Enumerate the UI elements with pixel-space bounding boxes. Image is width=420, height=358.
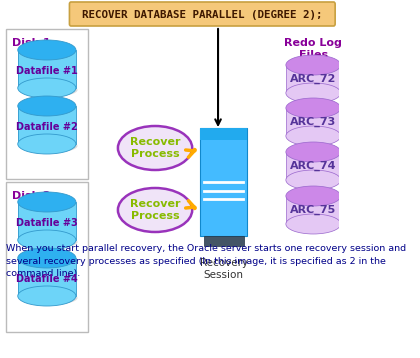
- Polygon shape: [18, 106, 76, 144]
- FancyBboxPatch shape: [200, 128, 247, 236]
- Polygon shape: [18, 202, 76, 240]
- Ellipse shape: [18, 248, 76, 268]
- Text: Recovery
Session: Recovery Session: [200, 258, 248, 280]
- Text: ARC_74: ARC_74: [290, 161, 336, 171]
- Text: ARC_75: ARC_75: [290, 205, 336, 215]
- Polygon shape: [286, 196, 341, 224]
- FancyBboxPatch shape: [200, 128, 247, 140]
- Ellipse shape: [18, 40, 76, 60]
- Ellipse shape: [286, 214, 341, 234]
- Polygon shape: [18, 202, 76, 240]
- Text: Datafile #1: Datafile #1: [16, 66, 78, 76]
- Polygon shape: [18, 106, 76, 144]
- Ellipse shape: [286, 98, 341, 118]
- Polygon shape: [61, 50, 76, 88]
- FancyBboxPatch shape: [69, 2, 335, 26]
- Polygon shape: [18, 50, 76, 88]
- Ellipse shape: [18, 96, 76, 116]
- Text: Datafile #3: Datafile #3: [16, 218, 78, 228]
- Ellipse shape: [286, 170, 341, 190]
- Polygon shape: [61, 106, 76, 144]
- Text: Datafile #4: Datafile #4: [16, 274, 78, 284]
- Ellipse shape: [19, 139, 78, 153]
- Ellipse shape: [118, 188, 192, 232]
- Ellipse shape: [19, 291, 78, 305]
- Ellipse shape: [286, 186, 341, 206]
- Text: Redo Log
Files: Redo Log Files: [284, 38, 342, 59]
- Ellipse shape: [286, 55, 341, 75]
- Ellipse shape: [18, 134, 76, 154]
- Ellipse shape: [19, 83, 78, 97]
- Text: Datafile #2: Datafile #2: [16, 122, 78, 132]
- Ellipse shape: [19, 235, 78, 249]
- Text: ARC_73: ARC_73: [290, 117, 336, 127]
- Ellipse shape: [286, 126, 341, 146]
- FancyBboxPatch shape: [204, 236, 244, 246]
- Polygon shape: [18, 258, 76, 296]
- Polygon shape: [61, 202, 76, 240]
- Polygon shape: [61, 258, 76, 296]
- Polygon shape: [18, 258, 76, 296]
- Text: Disk 1: Disk 1: [12, 38, 51, 48]
- Text: Recover
Process: Recover Process: [130, 199, 180, 221]
- Ellipse shape: [18, 230, 76, 250]
- Ellipse shape: [18, 192, 76, 212]
- Text: Disk 2: Disk 2: [12, 191, 51, 201]
- Ellipse shape: [286, 83, 341, 103]
- Ellipse shape: [286, 142, 341, 162]
- Polygon shape: [286, 152, 341, 180]
- Polygon shape: [286, 108, 341, 136]
- Text: ARC_72: ARC_72: [290, 74, 336, 84]
- FancyBboxPatch shape: [5, 29, 88, 179]
- Polygon shape: [286, 65, 341, 93]
- Ellipse shape: [18, 78, 76, 98]
- Ellipse shape: [118, 126, 192, 170]
- Ellipse shape: [18, 286, 76, 306]
- Text: RECOVER DATABASE PARALLEL (DEGREE 2);: RECOVER DATABASE PARALLEL (DEGREE 2);: [81, 10, 322, 20]
- Text: When you start parallel recovery, the Oracle server starts one recovery session : When you start parallel recovery, the Or…: [6, 244, 407, 278]
- Text: Recover
Process: Recover Process: [130, 137, 180, 159]
- FancyBboxPatch shape: [5, 182, 88, 332]
- Polygon shape: [18, 50, 76, 88]
